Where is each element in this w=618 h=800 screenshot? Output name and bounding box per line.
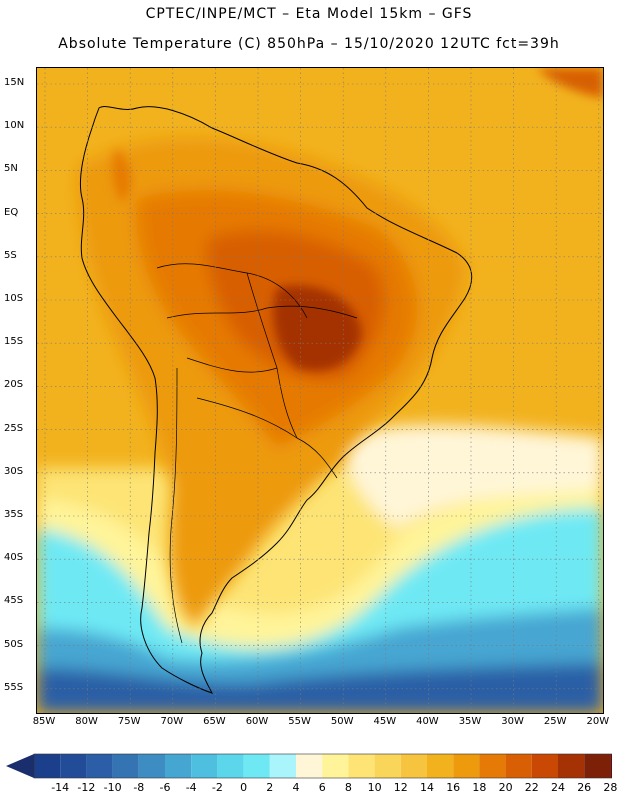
colorbar-swatch [139,754,165,778]
colorbar-tick-label: 20 [493,781,519,794]
lon-tick-label: 70W [154,716,190,727]
lon-tick-label: 45W [367,716,403,727]
lon-tick-label: 35W [452,716,488,727]
lon-tick-label: 80W [69,716,105,727]
colorbar-tick-label: 22 [519,781,545,794]
lat-tick-label: 15N [4,77,34,88]
lon-tick-label: 60W [239,716,275,727]
colorbar-swatch [532,754,558,778]
colorbar-swatch [86,754,112,778]
colorbar-tick-label: 16 [440,781,466,794]
map-title: CPTEC/INPE/MCT – Eta Model 15km – GFS [0,6,618,22]
colorbar-swatch [479,754,505,778]
temperature-field [37,68,603,713]
colorbar-tick-label: 18 [466,781,492,794]
colorbar-tick-label: -8 [126,781,152,794]
colorbar-swatch [401,754,427,778]
lat-tick-label: 55S [4,682,34,693]
lat-tick-label: 35S [4,509,34,520]
lat-tick-label: 50S [4,639,34,650]
lat-tick-label: 5S [4,250,34,261]
lon-tick-label: 75W [111,716,147,727]
colorbar-swatch [217,754,243,778]
lon-tick-label: 50W [324,716,360,727]
colorbar-tick-label: 10 [362,781,388,794]
colorbar-tick-label: 12 [388,781,414,794]
colorbar-tick-label: -12 [73,781,99,794]
lat-tick-label: 25S [4,423,34,434]
lon-tick-label: 20W [580,716,616,727]
colorbar-swatch [296,754,322,778]
colorbar-tick-label: -10 [100,781,126,794]
colorbar-swatch [191,754,217,778]
colorbar-swatch [270,754,296,778]
colorbar-swatch [584,754,610,778]
lat-tick-label: 10S [4,293,34,304]
colorbar-swatch [34,754,60,778]
lat-tick-label: 20S [4,379,34,390]
colorbar-tick-label: 24 [545,781,571,794]
lon-tick-label: 85W [26,716,62,727]
colorbar-low-arrow [6,754,34,778]
lat-tick-label: 15S [4,336,34,347]
colorbar-swatch [322,754,348,778]
lat-tick-label: EQ [4,207,34,218]
colorbar-tick-label: 2 [257,781,283,794]
colorbar-swatch [375,754,401,778]
lat-tick-label: 5N [4,163,34,174]
colorbar-tick-label: -4 [178,781,204,794]
colorbar-swatch [506,754,532,778]
map-subtitle: Absolute Temperature (C) 850hPa – 15/10/… [0,36,618,52]
colorbar-swatch [558,754,584,778]
lon-tick-label: 65W [196,716,232,727]
colorbar-tick-label: 4 [283,781,309,794]
lat-tick-label: 45S [4,595,34,606]
colorbar-swatch [165,754,191,778]
colorbar-tick-label: 26 [571,781,597,794]
colorbar-swatch [348,754,374,778]
colorbar-tick-label: 6 [309,781,335,794]
colorbar-tick-label: 28 [597,781,618,794]
colorbar-tick-label: 8 [335,781,361,794]
lat-tick-label: 30S [4,466,34,477]
lat-tick-label: 40S [4,552,34,563]
colorbar-swatch [244,754,270,778]
colorbar-swatch [60,754,86,778]
lat-tick-label: 10N [4,120,34,131]
temperature-map [36,67,604,714]
colorbar-swatch [453,754,479,778]
colorbar [6,752,612,780]
colorbar-tick-label: 14 [414,781,440,794]
colorbar-swatch [610,754,612,778]
lon-tick-label: 30W [495,716,531,727]
lon-tick-label: 55W [282,716,318,727]
colorbar-tick-label: -2 [204,781,230,794]
colorbar-tick-label: -6 [152,781,178,794]
colorbar-tick-label: 0 [231,781,257,794]
colorbar-tick-label: -14 [47,781,73,794]
colorbar-swatch [427,754,453,778]
colorbar-swatch [113,754,139,778]
lon-tick-label: 25W [537,716,573,727]
lon-tick-label: 40W [409,716,445,727]
